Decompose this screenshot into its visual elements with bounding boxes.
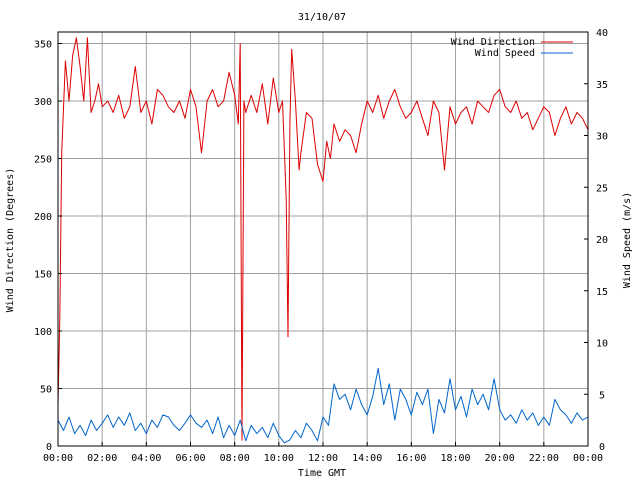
- y2-tick-label: 0: [599, 442, 605, 453]
- y-axis-label: Wind Direction (Degrees): [5, 168, 16, 313]
- chart-title: 31/10/07: [298, 12, 346, 23]
- y2-axis-ticks: 0 5 10 15 20 25 30 35 40: [584, 28, 608, 453]
- y2-tick-label: 5: [599, 390, 605, 401]
- x-tick-label: 00:00: [573, 453, 603, 464]
- x-tick-label: 18:00: [440, 453, 470, 464]
- series-line-wind-speed: [57, 367, 589, 444]
- x-tick-label: 10:00: [264, 453, 294, 464]
- x-tick-label: 06:00: [175, 453, 205, 464]
- y2-tick-label: 40: [596, 28, 608, 39]
- series-line-wind-direction: [57, 37, 589, 441]
- x-tick-label: 08:00: [220, 453, 250, 464]
- x-tick-label: 22:00: [529, 453, 559, 464]
- y2-tick-label: 15: [596, 287, 608, 298]
- y2-tick-label: 10: [596, 339, 608, 350]
- grid: [58, 32, 588, 446]
- y-tick-label: 0: [46, 442, 52, 453]
- y-tick-label: 200: [34, 212, 52, 223]
- y2-tick-label: 35: [596, 80, 608, 91]
- y-axis-ticks: 0 50 100 150 200 250 300 350: [34, 40, 62, 453]
- x-tick-label: 16:00: [396, 453, 426, 464]
- series-lines: [57, 37, 589, 444]
- x-tick-label: 20:00: [485, 453, 515, 464]
- y-tick-label: 350: [34, 40, 52, 51]
- legend-label: Wind Direction: [451, 37, 535, 48]
- y-tick-label: 100: [34, 327, 52, 338]
- x-axis-label: Time GMT: [298, 468, 346, 479]
- y-tick-label: 150: [34, 270, 52, 281]
- y2-tick-label: 25: [596, 183, 608, 194]
- x-tick-label: 02:00: [87, 453, 117, 464]
- y-tick-label: 250: [34, 155, 52, 166]
- y2-tick-label: 20: [596, 235, 608, 246]
- x-tick-label: 14:00: [352, 453, 382, 464]
- x-tick-label: 12:00: [308, 453, 338, 464]
- y-tick-label: 300: [34, 97, 52, 108]
- x-axis-ticks: 00:00 02:00 04:00 06:00 08:00 10:00 12:00 14:00…: [43, 442, 603, 464]
- legend-label: Wind Speed: [475, 48, 535, 59]
- y2-axis-label: Wind Speed (m/s): [622, 192, 633, 288]
- x-tick-label: 04:00: [131, 453, 161, 464]
- x-tick-label: 00:00: [43, 453, 73, 464]
- y2-tick-label: 30: [596, 132, 608, 143]
- y-tick-label: 50: [40, 385, 52, 396]
